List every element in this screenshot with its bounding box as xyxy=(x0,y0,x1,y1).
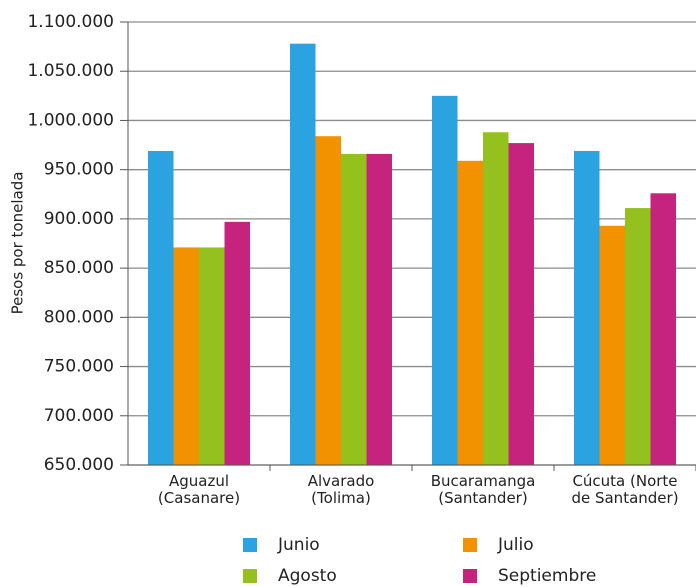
y-tick-label: 950.000 xyxy=(44,160,114,180)
y-tick-label: 750.000 xyxy=(44,357,114,377)
y-tick-label: 1.100.000 xyxy=(27,12,114,32)
legend-label: Septiembre xyxy=(498,566,596,586)
bar xyxy=(173,247,199,465)
bar xyxy=(224,221,250,465)
bar xyxy=(650,193,676,465)
legend-swatch xyxy=(243,538,257,552)
y-tick-label: 650.000 xyxy=(44,455,114,475)
bar xyxy=(315,136,341,465)
legend-swatch xyxy=(243,569,257,583)
bar xyxy=(457,160,483,465)
legend-swatch xyxy=(463,538,477,552)
bar xyxy=(625,208,651,465)
bar xyxy=(199,247,225,465)
y-tick-label: 900.000 xyxy=(44,209,114,229)
legend-swatch xyxy=(463,569,477,583)
bar xyxy=(148,150,174,465)
x-tick-label: Cúcuta (Norte de Santander) xyxy=(571,472,679,507)
bar xyxy=(599,225,625,465)
bar xyxy=(341,153,367,465)
bar xyxy=(366,153,392,465)
x-tick-label: Aguazul (Casanare) xyxy=(157,472,241,507)
y-axis-label: Pesos por tonelada xyxy=(9,172,27,315)
bar xyxy=(483,132,509,465)
y-tick-label: 1.050.000 xyxy=(27,61,114,81)
legend-label: Agosto xyxy=(278,566,337,586)
y-tick-label: 1.000.000 xyxy=(27,110,114,130)
bar xyxy=(508,143,534,465)
y-tick-label: 700.000 xyxy=(44,406,114,426)
legend-label: Julio xyxy=(497,535,534,555)
legend-label: Junio xyxy=(277,535,320,555)
bar xyxy=(432,95,458,465)
y-tick-label: 850.000 xyxy=(44,258,114,278)
bar xyxy=(290,43,316,465)
x-tick-label: Alvarado (Tolima) xyxy=(307,472,375,507)
y-tick-label: 800.000 xyxy=(44,307,114,327)
bar xyxy=(574,150,600,465)
x-tick-label: Bucaramanga (Santander) xyxy=(430,472,536,507)
